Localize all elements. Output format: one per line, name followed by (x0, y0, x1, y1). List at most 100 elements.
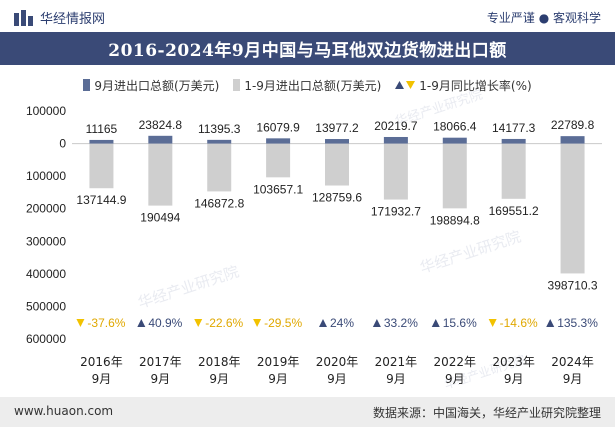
y-tick-label: 200000 (26, 202, 66, 216)
tagline: 专业严谨 ● 客观科学 (486, 11, 601, 25)
legend-label-monthly: 9月进出口总额(万美元) (94, 78, 220, 93)
brand-logo-icon (14, 9, 33, 26)
cumulative-bar (442, 143, 467, 209)
x-category-label: 2022年 (434, 355, 477, 369)
cumulative-value-label: 128759.6 (312, 191, 362, 205)
monthly-bar (383, 136, 408, 144)
growth-rate-label: -14.6% (500, 316, 538, 330)
monthly-bar (442, 137, 467, 144)
growth-up-triangle-icon (431, 319, 440, 327)
growth-down-triangle-icon (488, 319, 497, 327)
x-category-label: 2019年 (257, 355, 300, 369)
x-category-label: 9月 (563, 372, 583, 386)
cumulative-value-label: 146872.8 (194, 196, 244, 210)
growth-up-triangle-icon (546, 319, 555, 327)
monthly-value-label: 22789.8 (551, 118, 595, 132)
x-category-label: 9月 (327, 372, 347, 386)
y-tick-label: 600000 (26, 332, 66, 346)
footer: www.huaon.com 数据来源：中国海关，华经产业研究院整理 (0, 397, 615, 427)
x-category-label: 9月 (504, 372, 524, 386)
cumulative-value-label: 398710.3 (548, 278, 598, 292)
monthly-bar (207, 139, 232, 144)
growth-rate-label: -29.5% (264, 316, 302, 330)
growth-up-triangle-icon (372, 319, 381, 327)
x-category-label: 9月 (445, 372, 465, 386)
cumulative-bar (501, 143, 526, 199)
growth-rate-label: -37.6% (87, 316, 125, 330)
x-category-label: 9月 (268, 372, 288, 386)
growth-down-triangle-icon (253, 319, 262, 327)
legend-swatch-cumulative (233, 79, 241, 91)
growth-up-triangle-icon (137, 319, 146, 327)
growth-rate-label: 15.6% (443, 316, 477, 330)
legend-growth-triangles-icon (395, 81, 416, 89)
y-tick-label: 500000 (26, 299, 66, 313)
legend-label-growth: 1-9月同比增长率(%) (419, 78, 532, 93)
monthly-value-label: 13977.2 (315, 121, 359, 135)
monthly-value-label: 14177.3 (492, 121, 536, 135)
footer-website: www.huaon.com (14, 404, 114, 418)
monthly-bar (325, 139, 349, 144)
chart-plot: 华经产业研究院华经产业研究院华经产业研究院华经产业研究院100000010000… (26, 87, 602, 392)
cumulative-value-label: 190494 (140, 211, 180, 225)
cumulative-value-label: 103657.1 (253, 182, 303, 196)
cumulative-bar (266, 143, 291, 178)
x-category-label: 2023年 (492, 355, 535, 369)
monthly-value-label: 20219.7 (374, 119, 418, 133)
y-tick-label: 400000 (26, 267, 66, 281)
top-bar: 华经情报网 专业严谨 ● 客观科学 (0, 0, 615, 32)
legend: 9月进出口总额(万美元) 1-9月进出口总额(万美元) 1-9月同比增长率(%) (0, 76, 615, 94)
growth-rate-label: 33.2% (384, 316, 418, 330)
monthly-bar (148, 135, 173, 144)
x-category-label: 2018年 (198, 355, 241, 369)
legend-item-cumulative: 1-9月进出口总额(万美元) (233, 77, 381, 94)
x-category-label: 2021年 (375, 355, 418, 369)
growth-down-triangle-icon (76, 319, 85, 327)
monthly-bar (266, 138, 291, 144)
x-category-label: 2024年 (551, 355, 594, 369)
cumulative-value-label: 137144.9 (76, 193, 126, 207)
monthly-value-label: 23824.8 (139, 118, 183, 132)
monthly-value-label: 16079.9 (256, 120, 300, 134)
cumulative-bar (148, 143, 173, 206)
y-tick-label: 100000 (26, 169, 66, 183)
x-category-label: 9月 (209, 372, 229, 386)
legend-swatch-monthly (83, 79, 91, 91)
brand-name: 华经情报网 (40, 12, 106, 27)
cumulative-value-label: 171932.7 (371, 205, 421, 219)
growth-up-triangle-icon (318, 319, 327, 327)
cumulative-bar (89, 143, 114, 189)
growth-down-triangle-icon (194, 319, 203, 327)
brand: 华经情报网 (14, 8, 105, 27)
footer-source: 数据来源：中国海关，华经产业研究院整理 (372, 406, 601, 420)
cumulative-bar (560, 143, 585, 274)
cumulative-bar (207, 143, 232, 192)
title-bar: 2016-2024年9月中国与马耳他双边货物进出口额 (0, 32, 615, 65)
x-category-label: 9月 (151, 372, 171, 386)
watermark-2: 华经产业研究院 (136, 262, 241, 312)
cumulative-bar (325, 143, 349, 186)
growth-rate-label: 40.9% (148, 316, 182, 330)
chart-title: 2016-2024年9月中国与马耳他双边货物进出口额 (108, 41, 507, 61)
x-category-label: 2020年 (316, 355, 359, 369)
monthly-bar (89, 139, 114, 144)
cumulative-value-label: 198894.8 (430, 213, 480, 227)
x-category-label: 9月 (92, 372, 112, 386)
monthly-bar (501, 138, 526, 144)
cumulative-value-label: 169551.2 (489, 204, 539, 218)
y-tick-label: 300000 (26, 234, 66, 248)
monthly-value-label: 11395.3 (198, 122, 241, 136)
x-category-label: 9月 (386, 372, 406, 386)
growth-rate-label: 24% (330, 316, 354, 330)
y-tick-label: 0 (59, 137, 66, 151)
legend-label-cumulative: 1-9月进出口总额(万美元) (244, 78, 382, 93)
monthly-value-label: 18066.4 (433, 120, 477, 134)
legend-item-growth: 1-9月同比增长率(%) (395, 77, 532, 94)
watermark-3: 华经产业研究院 (418, 227, 523, 277)
legend-item-monthly: 9月进出口总额(万美元) (83, 77, 219, 94)
growth-rate-label: 135.3% (557, 316, 598, 330)
monthly-value-label: 11165 (86, 122, 118, 136)
monthly-bar (560, 136, 585, 144)
cumulative-bar (383, 143, 408, 200)
